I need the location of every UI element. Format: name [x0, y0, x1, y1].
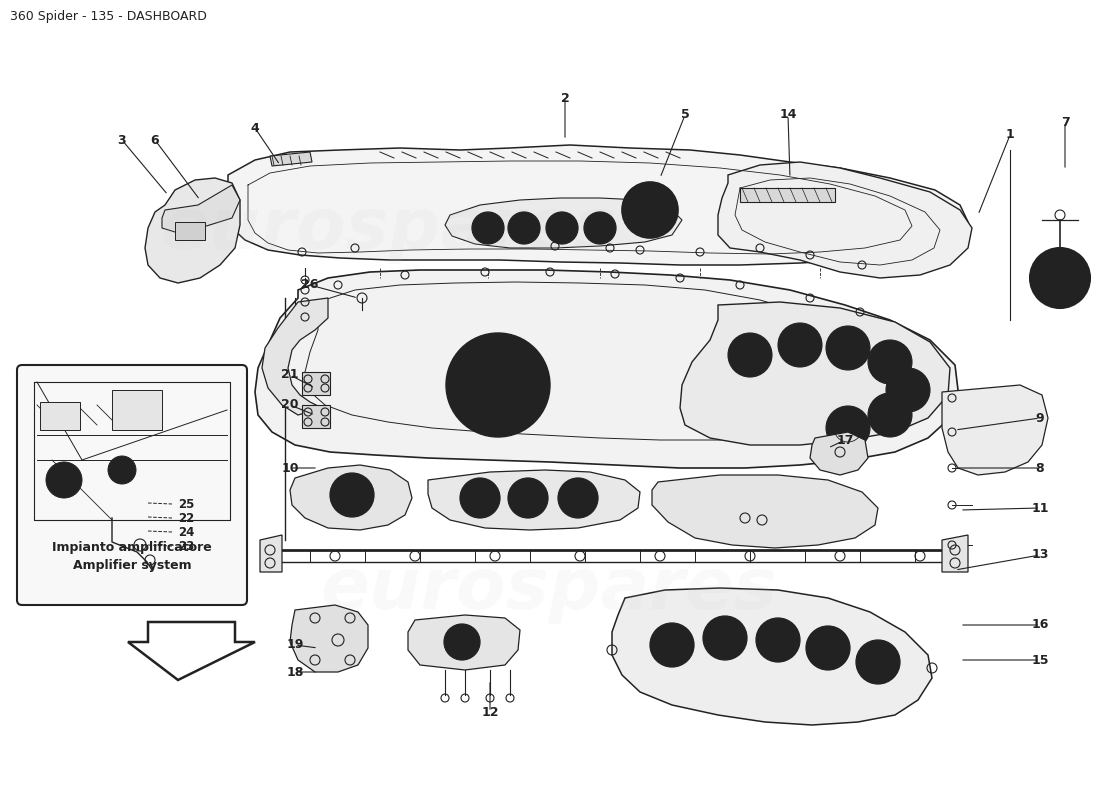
Polygon shape — [290, 605, 369, 672]
Polygon shape — [260, 535, 282, 572]
Polygon shape — [942, 535, 968, 572]
Text: 10: 10 — [282, 462, 299, 474]
Text: Amplifier system: Amplifier system — [73, 558, 191, 571]
Text: 360 Spider - 135 - DASHBOARD: 360 Spider - 135 - DASHBOARD — [10, 10, 207, 23]
Polygon shape — [255, 270, 958, 468]
Polygon shape — [680, 302, 950, 445]
Circle shape — [886, 368, 929, 412]
Circle shape — [621, 182, 678, 238]
Circle shape — [778, 323, 822, 367]
Polygon shape — [446, 198, 682, 248]
Circle shape — [826, 326, 870, 370]
Text: 20: 20 — [282, 398, 299, 411]
Circle shape — [1030, 248, 1090, 308]
Text: 8: 8 — [1036, 462, 1044, 474]
Polygon shape — [175, 222, 205, 240]
Polygon shape — [162, 185, 240, 232]
Text: eurospares: eurospares — [160, 195, 617, 265]
Text: 21: 21 — [282, 369, 299, 382]
Polygon shape — [128, 622, 255, 680]
Circle shape — [460, 478, 500, 518]
Text: 23: 23 — [178, 539, 195, 553]
Text: 1: 1 — [1005, 129, 1014, 142]
Polygon shape — [740, 188, 835, 202]
Text: 15: 15 — [1032, 654, 1048, 666]
Text: 11: 11 — [1032, 502, 1048, 514]
Text: 7: 7 — [1060, 115, 1069, 129]
Polygon shape — [302, 405, 330, 428]
Bar — [40, 402, 80, 430]
Circle shape — [46, 462, 82, 498]
Circle shape — [444, 624, 480, 660]
Text: 12: 12 — [482, 706, 498, 718]
Circle shape — [584, 212, 616, 244]
Circle shape — [703, 616, 747, 660]
Text: 3: 3 — [118, 134, 127, 146]
Circle shape — [508, 478, 548, 518]
Circle shape — [856, 640, 900, 684]
Text: 5: 5 — [681, 109, 690, 122]
Circle shape — [868, 340, 912, 384]
Text: 9: 9 — [1036, 411, 1044, 425]
Circle shape — [826, 406, 870, 450]
Text: 17: 17 — [836, 434, 854, 446]
Text: 4: 4 — [251, 122, 260, 134]
Text: Impianto amplificatore: Impianto amplificatore — [52, 542, 212, 554]
Text: 24: 24 — [178, 526, 195, 538]
Polygon shape — [718, 162, 972, 278]
Polygon shape — [226, 145, 968, 265]
Polygon shape — [942, 385, 1048, 475]
Circle shape — [806, 626, 850, 670]
Text: 22: 22 — [178, 511, 195, 525]
Polygon shape — [428, 470, 640, 530]
Circle shape — [558, 478, 598, 518]
Polygon shape — [270, 152, 312, 166]
Circle shape — [472, 212, 504, 244]
Circle shape — [650, 623, 694, 667]
Polygon shape — [290, 465, 412, 530]
Polygon shape — [612, 588, 932, 725]
Text: 14: 14 — [779, 109, 796, 122]
Polygon shape — [262, 298, 328, 415]
Polygon shape — [408, 615, 520, 670]
Text: 25: 25 — [178, 498, 195, 510]
Text: 2: 2 — [561, 91, 570, 105]
Polygon shape — [810, 432, 868, 475]
Circle shape — [446, 333, 550, 437]
Circle shape — [728, 333, 772, 377]
Circle shape — [330, 473, 374, 517]
Text: eurospares: eurospares — [320, 555, 777, 625]
Text: 19: 19 — [286, 638, 304, 651]
Text: 18: 18 — [286, 666, 304, 678]
Bar — [112, 390, 162, 430]
Text: 6: 6 — [151, 134, 160, 146]
Circle shape — [756, 618, 800, 662]
Circle shape — [868, 393, 912, 437]
Circle shape — [546, 212, 578, 244]
FancyBboxPatch shape — [16, 365, 248, 605]
Polygon shape — [145, 178, 240, 283]
Polygon shape — [652, 475, 878, 548]
Text: 16: 16 — [1032, 618, 1048, 631]
Circle shape — [508, 212, 540, 244]
Circle shape — [108, 456, 136, 484]
Text: 26: 26 — [301, 278, 319, 291]
Text: 13: 13 — [1032, 549, 1048, 562]
Polygon shape — [302, 372, 330, 395]
